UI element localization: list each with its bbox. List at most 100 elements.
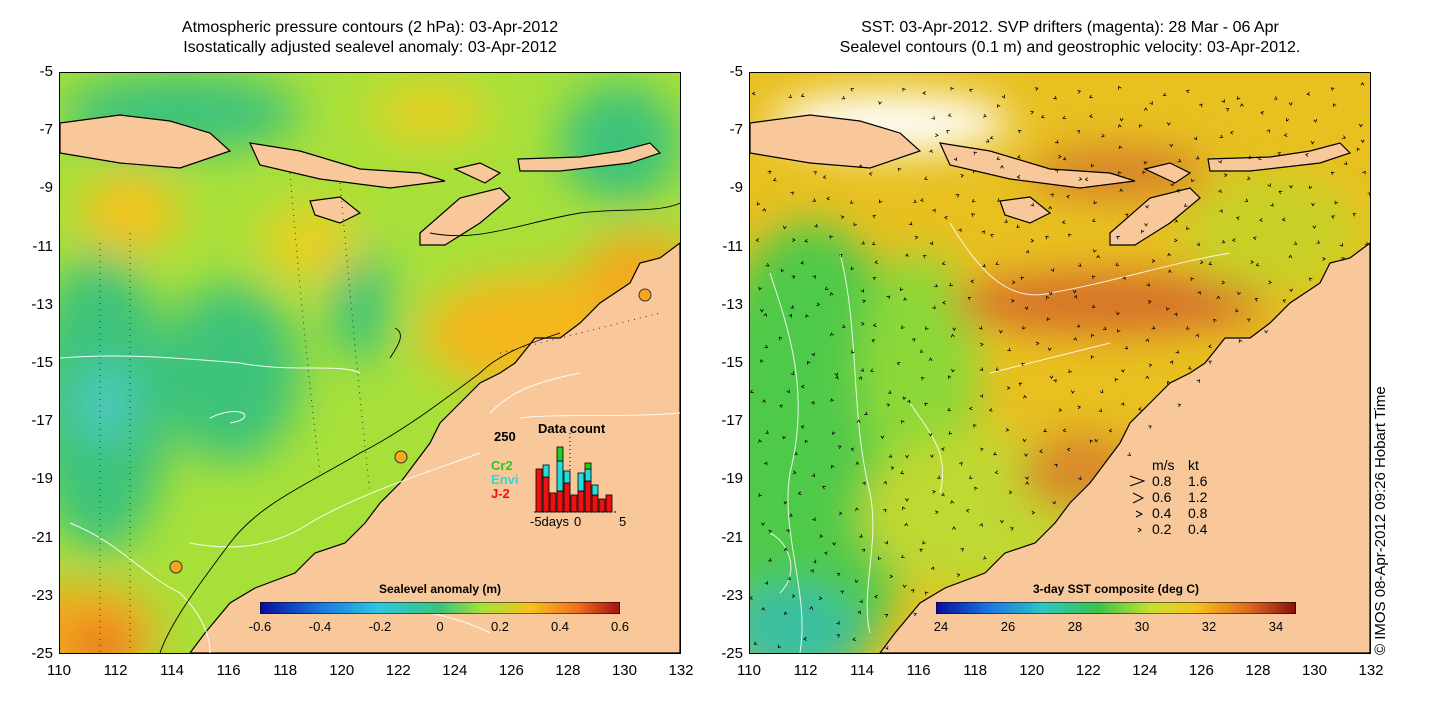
left-cb-label: 0.6 (610, 619, 630, 634)
velocity-arrow (874, 594, 878, 599)
velocity-arrow (1231, 238, 1236, 243)
velocity-arrow (921, 376, 925, 381)
velocity-arrow (800, 260, 805, 265)
velocity-arrow (803, 637, 807, 641)
velocity-arrow (1145, 338, 1149, 343)
velocity-arrow (985, 139, 990, 143)
velocity-arrow (990, 234, 994, 238)
velocity-arrow (1246, 176, 1251, 181)
velocity-arrow (924, 176, 928, 180)
velocity-arrow (1322, 257, 1326, 261)
velocity-arrow (790, 371, 795, 376)
velocity-arrow (902, 506, 906, 511)
velocity-arrow (861, 548, 866, 553)
velocity-arrow (783, 547, 788, 552)
velocity-arrow (841, 95, 846, 100)
velocity-arrow (872, 214, 877, 219)
velocity-arrow (850, 266, 855, 271)
velocity-arrow (1191, 178, 1195, 183)
velocity-arrow (1116, 236, 1120, 240)
velocity-arrow (971, 213, 975, 217)
velocity-arrow (1289, 288, 1293, 293)
y-tick-label: -9 (729, 179, 743, 197)
inset-x-label-zero: 0 (574, 514, 582, 529)
velocity-arrow (934, 283, 938, 288)
velocity-arrow (1118, 145, 1123, 150)
velocity-arrow (1162, 92, 1167, 97)
velocity-arrow (1099, 389, 1104, 394)
velocity-arrow (904, 498, 909, 502)
velocity-arrow (1008, 490, 1013, 495)
right-cb-label: 30 (1134, 619, 1150, 634)
velocity-arrow (996, 156, 1001, 160)
velocity-arrow (1264, 330, 1268, 334)
velocity-arrow (924, 402, 928, 407)
y-tick-label: -25 (721, 645, 743, 662)
x-tick-label: 120 (329, 662, 355, 679)
velocity-arrow (883, 480, 887, 485)
velocity-arrow (860, 368, 865, 372)
velocity-arrow (1119, 118, 1124, 122)
velocity-arrow (1053, 95, 1057, 100)
velocity-arrow (1062, 115, 1067, 120)
velocity-arrow (1360, 82, 1365, 86)
sst-map[interactable]: m/s kt 0.8 1.6 0.6 1.2 0.4 0.8 0.2 0.4 3… (749, 72, 1371, 654)
velocity-arrow (1216, 295, 1221, 300)
velocity-arrow (911, 338, 916, 342)
velocity-arrow (858, 164, 863, 169)
velocity-arrow (900, 325, 905, 329)
velocity-arrow (1040, 114, 1045, 119)
velocity-arrow (1167, 122, 1171, 126)
x-tick-label: 112 (103, 662, 128, 679)
velocity-arrow (1288, 254, 1293, 259)
velocity-arrow (1176, 189, 1181, 193)
left-cb-label: 0.2 (490, 619, 510, 634)
left-cb-label: -0.2 (368, 619, 392, 634)
velocity-arrow (786, 389, 790, 394)
inset-title: Data count (538, 421, 606, 436)
velocity-arrow (1277, 151, 1282, 156)
sealevel-anomaly-map[interactable]: 250 Data count Cr2 Envi J-2 (59, 72, 681, 654)
velocity-arrow (1068, 233, 1072, 238)
velocity-arrow (825, 286, 829, 291)
velocity-arrow (1190, 277, 1195, 281)
velocity-arrow (944, 215, 948, 220)
credit-text: © IMOS 08-Apr-2012 09:26 Hobart Time (1372, 386, 1389, 655)
velocity-arrow (1024, 476, 1029, 481)
velocity-arrow (832, 542, 837, 546)
velocity-arrow (1073, 337, 1077, 341)
velocity-arrow (872, 323, 877, 328)
velocity-arrow (768, 558, 772, 562)
velocity-arrow (811, 473, 816, 477)
velocity-arrow (1054, 463, 1058, 468)
velocity-arrow (819, 534, 824, 538)
velocity-arrow (941, 492, 945, 497)
velocity-arrow (1030, 202, 1035, 207)
velocity-arrow (929, 454, 934, 458)
velocity-arrow (955, 194, 960, 198)
velocity-arrow (1252, 236, 1257, 241)
velocity-arrow (1005, 427, 1010, 432)
velocity-arrow (857, 610, 862, 615)
velocity-arrow (905, 454, 909, 459)
velocity-arrow (932, 305, 936, 310)
velocity-arrow (1360, 139, 1365, 144)
left-colorbar (260, 602, 620, 614)
velocity-arrow (1197, 291, 1201, 295)
velocity-arrow (956, 573, 961, 577)
velocity-arrow (1043, 428, 1048, 433)
velocity-arrow (1196, 242, 1201, 246)
velocity-arrow (928, 433, 933, 437)
velocity-arrow (914, 235, 919, 240)
velocity-arrow (812, 559, 817, 564)
velocity-arrow (947, 407, 951, 412)
velocity-arrow (1018, 382, 1023, 387)
velocity-arrow (1055, 140, 1059, 144)
velocity-arrow (989, 135, 994, 140)
y-tick-label: -5 (729, 63, 743, 80)
velocity-arrow (1239, 103, 1244, 107)
velocity-arrow (1053, 379, 1057, 383)
velocity-arrow (816, 302, 821, 307)
velocity-arrow (826, 196, 830, 201)
velocity-arrow (1046, 295, 1050, 300)
